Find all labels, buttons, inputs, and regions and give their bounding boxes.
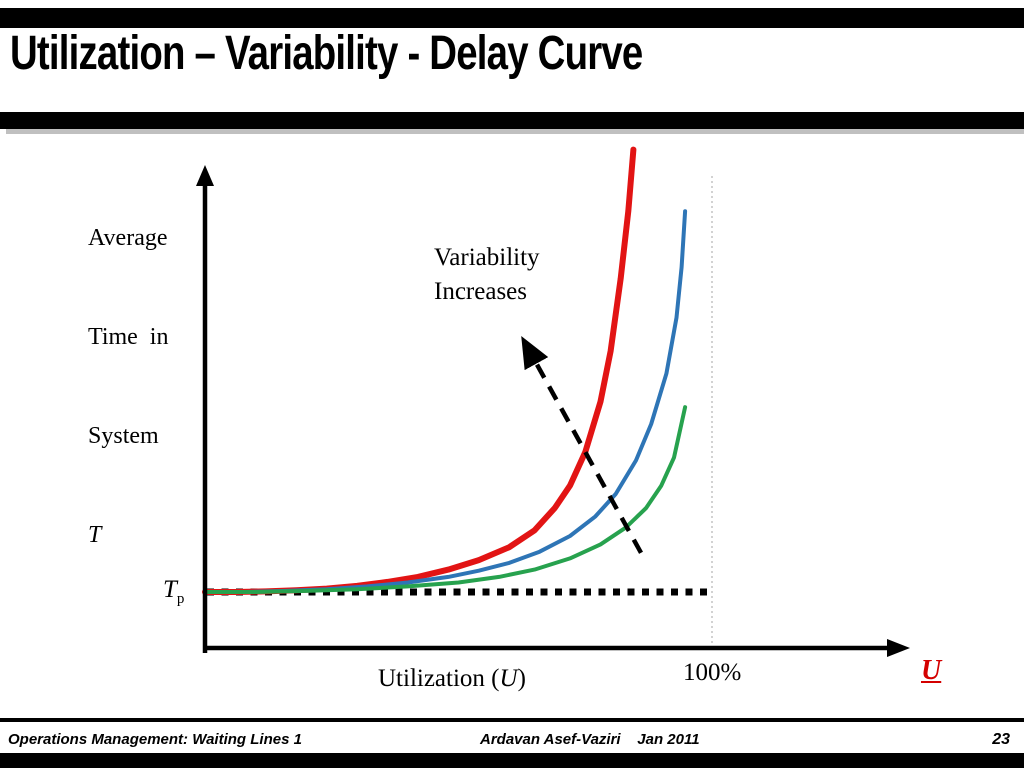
tp-symbol: T (163, 576, 177, 603)
slide-title: Utilization – Variability - Delay Curve (10, 27, 643, 80)
curve-high-variability (202, 146, 637, 595)
footer-author-date: Ardavan Asef-Vaziri Jan 2011 (480, 731, 700, 748)
curve-layer (202, 146, 688, 595)
x-axis-label-prefix: Utilization ( (378, 665, 500, 692)
x-axis-arrowhead-icon (887, 639, 910, 657)
y-axis-symbol: T (88, 522, 102, 548)
curve-low-variability (203, 405, 688, 594)
top-accent-bar (0, 8, 1024, 28)
x-axis-symbol: U (499, 665, 518, 692)
title-divider-bar (0, 112, 1024, 129)
footer-divider-bar (0, 718, 1024, 722)
y-axis-label-line2: Time in (88, 324, 169, 350)
variability-annotation-label: Variability Increases (434, 241, 540, 309)
x-axis-label: Utilization (U) (378, 665, 526, 693)
y-axis-arrowhead-icon (196, 165, 214, 186)
u-axis-red-symbol: U (921, 655, 942, 686)
variability-line1: Variability (434, 244, 540, 271)
y-axis-label-line1: Average (88, 225, 168, 251)
bottom-accent-bar (0, 753, 1024, 768)
tp-subscript: p (176, 591, 185, 607)
footer-course-title: Operations Management: Waiting Lines 1 (8, 731, 302, 748)
footer: Operations Management: Waiting Lines 1 A… (0, 727, 1024, 753)
y-axis-label-line3: System (88, 423, 159, 449)
hundred-percent-label: 100% (683, 659, 742, 686)
tp-label: Tp (163, 576, 184, 608)
variability-line2: Increases (434, 278, 527, 305)
variability-increase-arrow (521, 336, 643, 554)
y-axis-label: Average Time in System T (88, 156, 168, 618)
page-number: 23 (992, 731, 1010, 748)
x-axis-label-suffix: ) (517, 665, 526, 692)
